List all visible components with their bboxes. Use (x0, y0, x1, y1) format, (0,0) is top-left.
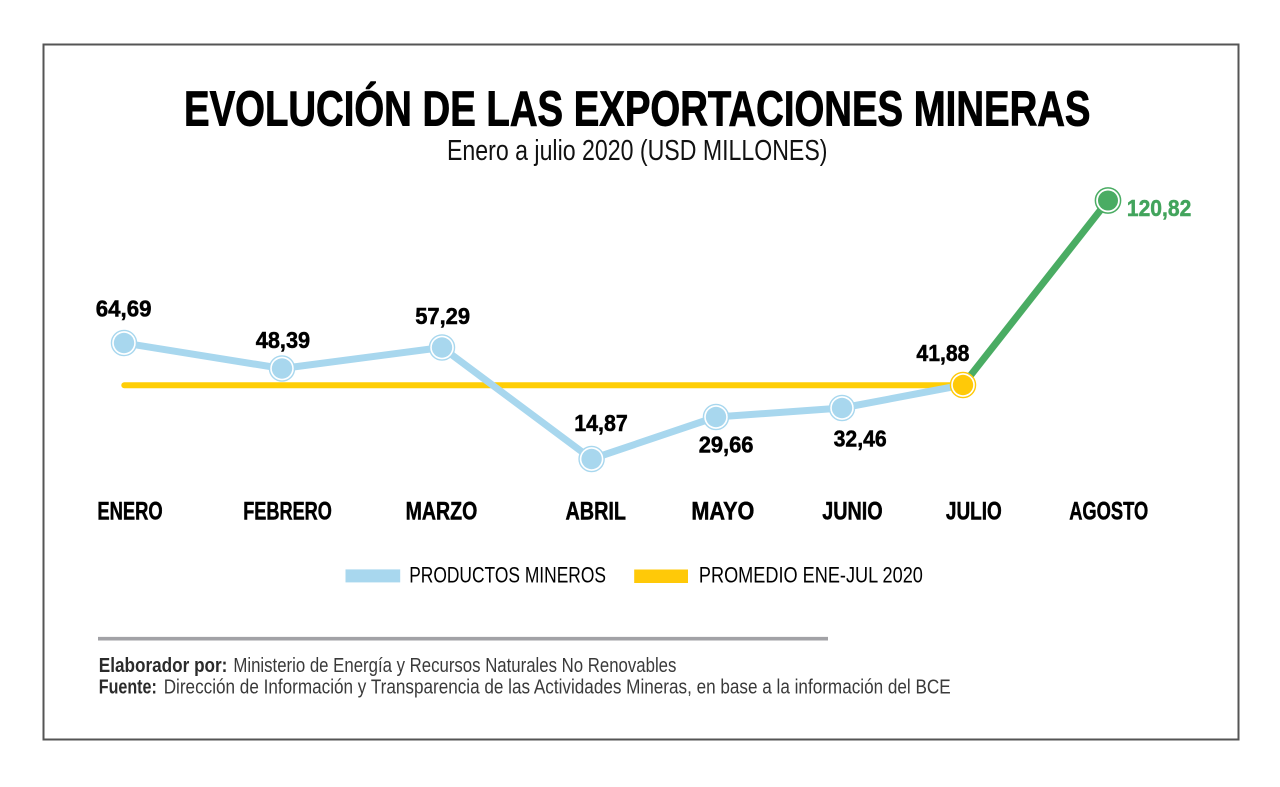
svg-text:MAYO: MAYO (691, 498, 754, 526)
svg-text:120,82: 120,82 (1127, 195, 1191, 221)
svg-text:PRODUCTOS MINEROS: PRODUCTOS MINEROS (409, 563, 606, 588)
svg-text:Enero a julio 2020 (USD MILLON: Enero a julio 2020 (USD MILLONES) (447, 135, 828, 167)
svg-text:Ministerio de Energía y Recurs: Ministerio de Energía y Recursos Natural… (233, 655, 676, 677)
svg-text:14,87: 14,87 (574, 410, 628, 436)
svg-text:ABRIL: ABRIL (566, 498, 627, 526)
svg-text:JUNIO: JUNIO (822, 498, 883, 526)
svg-text:PROMEDIO ENE-JUL 2020: PROMEDIO ENE-JUL 2020 (699, 563, 923, 588)
svg-text:EVOLUCIÓN DE LAS EXPORTACIONES: EVOLUCIÓN DE LAS EXPORTACIONES MINERAS (184, 82, 1091, 137)
svg-text:AGOSTO: AGOSTO (1069, 498, 1148, 526)
svg-text:64,69: 64,69 (96, 296, 152, 322)
svg-text:Dirección de Información y Tra: Dirección de Información y Transparencia… (164, 677, 951, 699)
svg-text:48,39: 48,39 (256, 327, 310, 353)
svg-text:MARZO: MARZO (406, 498, 478, 526)
svg-text:Elaborador por:: Elaborador por: (99, 655, 228, 677)
svg-text:29,66: 29,66 (699, 432, 754, 458)
svg-text:FEBRERO: FEBRERO (243, 498, 332, 526)
svg-text:JULIO: JULIO (946, 498, 1002, 526)
svg-text:41,88: 41,88 (916, 340, 969, 366)
svg-text:ENERO: ENERO (97, 498, 162, 526)
svg-text:32,46: 32,46 (834, 426, 887, 452)
svg-text:Fuente:: Fuente: (99, 677, 157, 699)
svg-text:57,29: 57,29 (415, 303, 470, 329)
